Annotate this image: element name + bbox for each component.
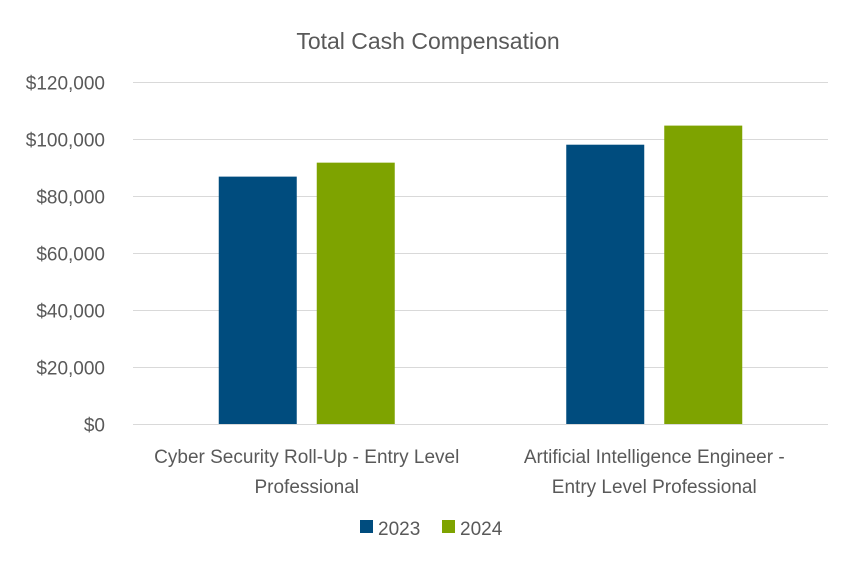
legend-swatch-2023 xyxy=(360,520,373,533)
x-category-label: Cyber Security Roll-Up - Entry Level xyxy=(154,447,459,468)
x-axis-category-labels: Cyber Security Roll-Up - Entry Level Prof… xyxy=(154,447,785,498)
y-tick-label: $0 xyxy=(84,416,105,437)
x-category-label: Artificial Intelligence Engineer - xyxy=(524,447,785,468)
legend-label-2024: 2024 xyxy=(460,519,503,540)
legend-label-2023: 2023 xyxy=(378,519,420,540)
y-tick-label: $40,000 xyxy=(36,302,105,323)
x-category-label: Entry Level Professional xyxy=(552,477,757,498)
y-tick-label: $120,000 xyxy=(26,74,105,95)
bar-2024-cat-0[interactable] xyxy=(316,162,395,424)
legend-swatch-2024 xyxy=(442,520,455,533)
bar-2023-cat-0[interactable] xyxy=(218,176,297,424)
y-tick-label: $100,000 xyxy=(26,131,105,152)
y-axis-tick-labels: $0 $20,000 $40,000 $60,000 $80,000 $100,000 $1… xyxy=(26,74,105,437)
y-tick-label: $80,000 xyxy=(36,188,105,209)
legend[interactable]: 2023 2024 xyxy=(360,519,503,540)
chart-title: Total Cash Compensation xyxy=(296,28,559,54)
bars xyxy=(218,125,743,424)
y-tick-label: $20,000 xyxy=(36,359,105,380)
y-tick-label: $60,000 xyxy=(36,245,105,266)
x-category-label: Professional xyxy=(254,477,359,498)
bar-2023-cat-1[interactable] xyxy=(566,144,645,424)
bar-2024-cat-1[interactable] xyxy=(664,125,743,424)
